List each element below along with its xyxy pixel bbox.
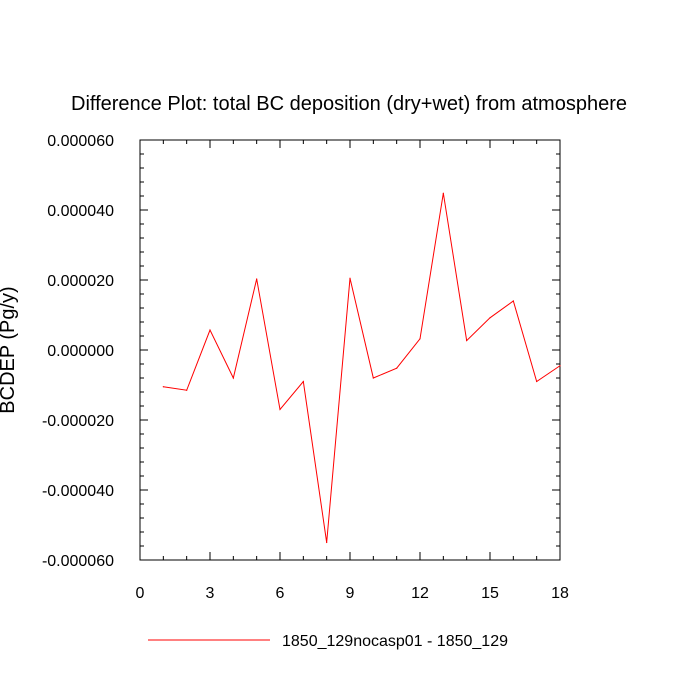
- data-point: [466, 339, 468, 342]
- x-tick-label: 3: [206, 585, 215, 602]
- data-point: [232, 377, 234, 379]
- data-point: [302, 380, 304, 383]
- x-tick-label: 12: [411, 585, 429, 602]
- y-axis-label: BCDEP (Pg/y): [0, 286, 19, 413]
- x-tick-label: 18: [551, 585, 569, 602]
- data-point: [512, 300, 514, 302]
- series-line: [163, 193, 561, 543]
- data-point: [349, 277, 351, 279]
- plot-border: [139, 139, 561, 561]
- legend-label: 1850_129nocasp01 - 1850_129: [282, 633, 508, 650]
- x-tick-label: 9: [346, 585, 355, 602]
- x-axis-ticks: 0 3 6 9 12 15 18: [136, 140, 569, 602]
- data-point: [326, 541, 328, 544]
- data-point: [489, 317, 491, 319]
- data-point: [419, 338, 421, 340]
- data-point: [209, 329, 211, 331]
- y-tick-label: 0.000060: [47, 133, 114, 150]
- y-tick-label: -0.000040: [42, 483, 114, 500]
- x-tick-label: 6: [276, 585, 285, 602]
- data-point: [442, 192, 444, 194]
- x-tick-label: 15: [481, 585, 499, 602]
- legend: 1850_129nocasp01 - 1850_129: [148, 633, 508, 650]
- data-point: [186, 389, 188, 391]
- data-point: [256, 278, 258, 280]
- y-tick-label: 0.000040: [47, 203, 114, 220]
- data-point: [559, 365, 561, 367]
- data-point: [372, 377, 374, 379]
- series-layer: [162, 192, 561, 544]
- plot-frame: [139, 139, 561, 561]
- chart-title: Difference Plot: total BC deposition (dr…: [71, 93, 627, 115]
- y-tick-label: -0.000060: [42, 553, 114, 570]
- y-tick-label: -0.000020: [42, 413, 114, 430]
- y-axis-ticks: -0.000060 -0.000040 -0.000020 0.000000 0.000…: [42, 133, 560, 570]
- data-point: [536, 380, 538, 383]
- x-tick-label: 0: [136, 585, 145, 602]
- y-tick-label: 0.000000: [47, 343, 114, 360]
- data-point: [162, 386, 164, 388]
- y-tick-label: 0.000020: [47, 273, 114, 290]
- data-point: [396, 367, 398, 369]
- data-point: [279, 408, 281, 411]
